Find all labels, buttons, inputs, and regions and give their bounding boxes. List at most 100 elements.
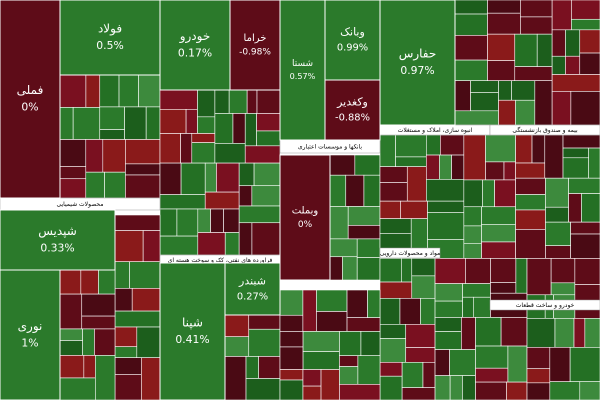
filler-tile <box>462 283 491 298</box>
filler-tile <box>224 314 250 338</box>
filler-tile <box>427 200 465 213</box>
filler-tile <box>346 317 381 332</box>
sector-label: خودرو و ساخت قطعات <box>516 302 575 309</box>
sector-label: محصولات شیمیایی <box>57 201 104 208</box>
filler-tile <box>588 147 600 179</box>
filler-tile <box>565 29 581 57</box>
filler-tile <box>329 174 347 207</box>
tile <box>279 0 326 141</box>
filler-tile <box>515 134 533 164</box>
filler-tile <box>356 257 381 281</box>
filler-tile <box>279 369 304 381</box>
filler-tile <box>485 161 505 181</box>
filler-tile <box>454 13 488 36</box>
filler-tile <box>379 281 413 299</box>
filler-tile <box>142 230 161 263</box>
filler-tile <box>302 351 340 370</box>
filler-tile <box>554 318 575 348</box>
filler-tile <box>506 381 528 400</box>
filler-tile <box>485 134 516 163</box>
filler-tile <box>99 74 120 108</box>
filler-tile <box>329 238 358 258</box>
filler-tile <box>279 314 304 332</box>
tile-name: شپنا <box>182 316 203 330</box>
filler-tile <box>85 74 101 108</box>
filler-tile <box>462 375 476 400</box>
filler-tile <box>550 258 576 284</box>
filler-tile <box>114 326 138 348</box>
filler-tile <box>551 91 572 126</box>
filler-tile <box>59 166 87 180</box>
filler-tile <box>85 171 105 199</box>
filler-tile <box>248 314 281 330</box>
filler-tile <box>434 349 450 376</box>
filler-tile <box>454 59 488 81</box>
filler-tile <box>136 326 161 358</box>
filler-tile <box>498 80 512 101</box>
filler-tile <box>481 224 516 243</box>
tile-value: 0.41% <box>175 333 209 346</box>
filler-tile <box>463 206 482 227</box>
filler-tile <box>544 134 564 179</box>
filler-tile <box>302 331 340 352</box>
filler-tile <box>85 139 104 173</box>
filler-tile <box>395 134 427 158</box>
filler-tile <box>427 212 465 240</box>
filler-tile <box>425 154 440 180</box>
filler-tile <box>379 258 402 283</box>
filler-tile <box>197 89 216 118</box>
filler-tile <box>81 315 116 330</box>
filler-tile <box>363 174 381 207</box>
filler-tile <box>568 193 582 223</box>
filler-tile <box>360 331 381 356</box>
filler-tile <box>197 208 211 233</box>
filler-tile <box>354 154 381 176</box>
filler-tile <box>465 258 491 284</box>
filler-tile <box>379 362 403 377</box>
filler-tile <box>159 162 182 195</box>
filler-tile <box>114 357 142 375</box>
tile-name: شستا <box>292 59 313 69</box>
filler-tile <box>145 106 161 140</box>
tile <box>324 0 381 81</box>
filler-tile <box>461 317 476 350</box>
filler-tile <box>401 258 413 283</box>
filler-tile <box>216 162 240 193</box>
filler-tile <box>129 261 161 289</box>
filler-tile <box>356 238 381 258</box>
filler-tile <box>515 194 546 211</box>
filler-tile <box>487 33 516 61</box>
filler-tile <box>320 369 340 400</box>
filler-tile <box>223 208 240 233</box>
filler-tile <box>545 177 569 208</box>
filler-tile <box>545 245 571 259</box>
filler-tile <box>475 367 509 383</box>
filler-tile <box>345 174 365 207</box>
filler-tile <box>550 282 576 296</box>
filler-tile <box>569 347 600 382</box>
filler-tile <box>534 80 553 126</box>
filler-tile <box>251 222 281 256</box>
sector-label: فراورده های نفتی، کک و سوخت هسته ای <box>168 257 273 264</box>
filler-tile <box>114 310 161 328</box>
filler-tile <box>401 362 424 388</box>
filler-tile <box>99 106 125 130</box>
filler-tile <box>434 300 463 318</box>
tile-value: 0.33% <box>40 241 74 254</box>
tile-value: 0.99% <box>337 43 368 54</box>
filler-tile <box>498 99 516 126</box>
filler-tile <box>406 166 427 202</box>
tile-name: وکغدیر <box>336 95 368 108</box>
filler-tile <box>434 331 462 350</box>
filler-tile <box>573 318 586 348</box>
filler-tile <box>473 296 491 318</box>
filler-tile <box>104 171 126 199</box>
filler-tile <box>449 375 463 400</box>
filler-tile <box>114 288 133 312</box>
filler-tile <box>238 222 253 256</box>
filler-tile <box>574 258 600 285</box>
filler-tile <box>204 191 240 210</box>
filler-tile <box>581 193 600 223</box>
filler-tile <box>59 328 83 341</box>
